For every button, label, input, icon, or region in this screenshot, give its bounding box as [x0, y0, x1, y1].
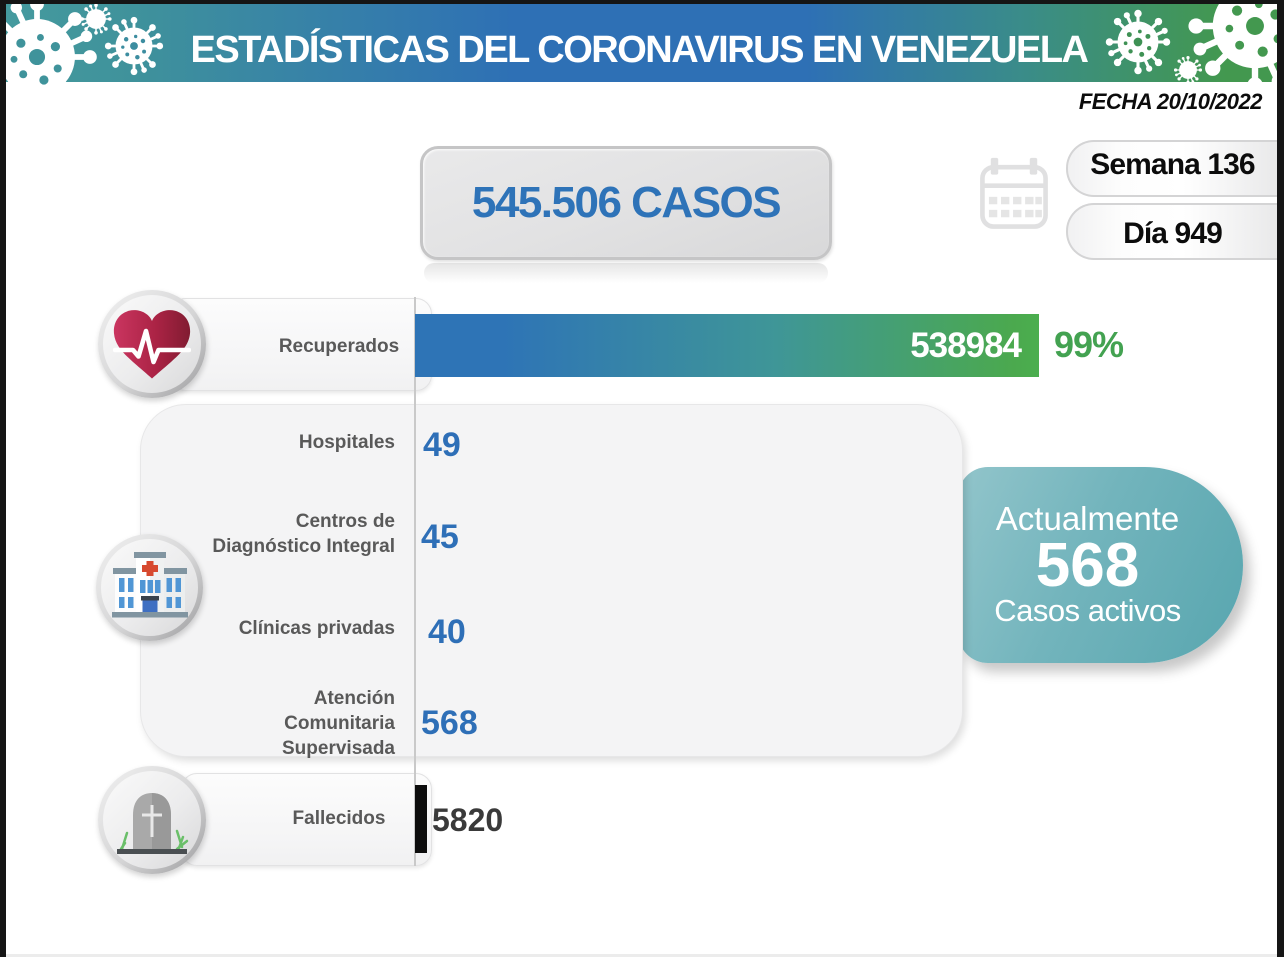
svg-text:ESTADÍSTICAS DEL CORONAVIRUS E: ESTADÍSTICAS DEL CORONAVIRUS EN VENEZUEL… [190, 27, 1088, 71]
